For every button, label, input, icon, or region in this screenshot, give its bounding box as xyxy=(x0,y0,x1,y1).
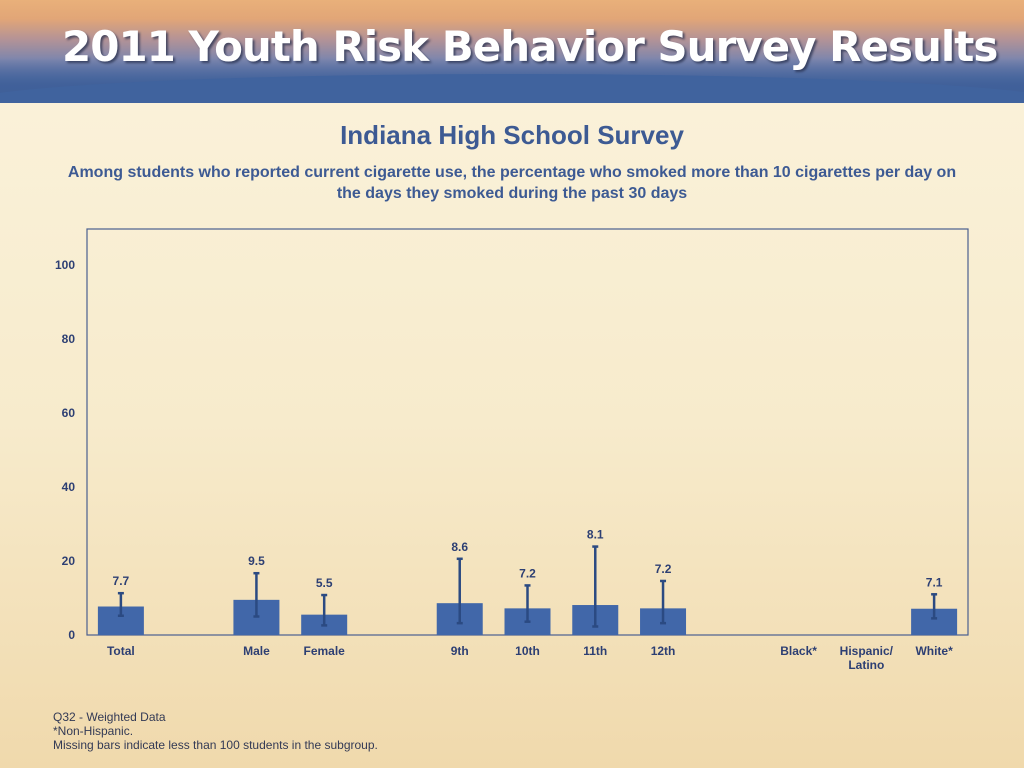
footnote-weighted-data: Q32 - Weighted Data xyxy=(53,710,166,724)
chart-subtitle: Among students who reported current ciga… xyxy=(67,164,957,202)
chart-title: Indiana High School Survey xyxy=(340,120,684,150)
footnote-non-hispanic: *Non-Hispanic. xyxy=(53,724,134,738)
data-label: 5.5 xyxy=(316,576,333,590)
data-label: 7.2 xyxy=(655,562,672,576)
footnote-missing-bars: Missing bars indicate less than 100 stud… xyxy=(53,738,378,752)
footnotes: Q32 - Weighted Data *Non-Hispanic. Missi… xyxy=(53,710,378,752)
banner: 2011 Youth Risk Behavior Survey Results xyxy=(0,0,1024,103)
data-label: 7.2 xyxy=(519,566,536,580)
banner-title: 2011 Youth Risk Behavior Survey Results xyxy=(62,22,998,71)
y-tick-label: 20 xyxy=(62,554,76,568)
x-tick-label: Total xyxy=(107,644,135,658)
x-tick-label: Male xyxy=(243,644,270,658)
data-label: 7.7 xyxy=(113,574,130,588)
x-tick-label: White* xyxy=(915,644,953,658)
x-tick-label: 12th xyxy=(651,644,676,658)
x-tick-label: 11th xyxy=(583,644,607,658)
data-label: 8.1 xyxy=(587,528,604,542)
bar-chart: 0 20 40 60 80 100 7.7 Total 9.5 Male 5.5 Female 8.6 9… xyxy=(55,228,969,672)
x-tick-label: 9th xyxy=(451,644,469,658)
x-tick-label: Hispanic/Latino xyxy=(840,644,894,672)
data-label: 8.6 xyxy=(451,540,468,554)
data-label: 7.1 xyxy=(926,575,943,589)
y-tick-label: 40 xyxy=(62,480,76,494)
x-tick-label: Female xyxy=(304,644,346,658)
x-tick-label: Black* xyxy=(780,644,817,658)
y-tick-label: 60 xyxy=(62,406,76,420)
data-label: 9.5 xyxy=(248,554,265,568)
x-tick-label: 10th xyxy=(515,644,540,658)
y-tick-label: 80 xyxy=(62,332,76,346)
y-tick-label: 100 xyxy=(55,258,75,272)
y-tick-label: 0 xyxy=(68,628,75,642)
